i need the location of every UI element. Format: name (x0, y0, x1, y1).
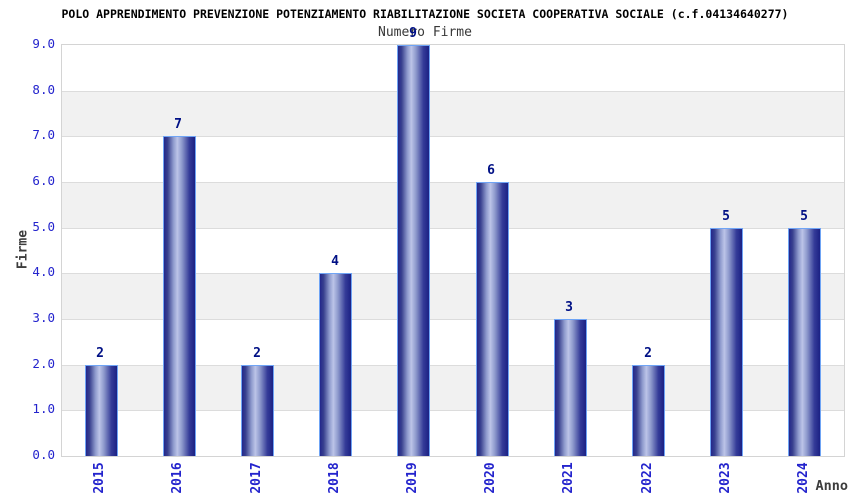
y-tick-label: 8.0 (32, 82, 55, 97)
x-tick-label: 2015 (92, 462, 107, 494)
bar-value-label: 3 (565, 300, 573, 315)
plot-area (61, 44, 845, 457)
x-tick-label: 2016 (170, 462, 185, 494)
x-tick-label: 2017 (249, 462, 264, 494)
bar-value-label: 2 (96, 346, 104, 361)
gridline (62, 228, 844, 229)
y-tick-label: 7.0 (32, 127, 55, 142)
y-tick-label: 0.0 (32, 447, 55, 462)
bar-value-label: 5 (722, 209, 730, 224)
bar-value-label: 2 (253, 346, 261, 361)
x-tick-label: 2023 (718, 462, 733, 494)
bar-2019[interactable] (397, 45, 430, 456)
x-tick-label: 2019 (405, 462, 420, 494)
y-tick-label: 1.0 (32, 401, 55, 416)
bar-2022[interactable] (632, 365, 665, 456)
y-tick-label: 4.0 (32, 264, 55, 279)
bar-value-label: 2 (644, 346, 652, 361)
bar-2020[interactable] (476, 182, 509, 456)
bar-2015[interactable] (85, 365, 118, 456)
plot-band (62, 45, 844, 91)
x-tick-label: 2018 (327, 462, 342, 494)
bar-2023[interactable] (710, 228, 743, 456)
y-axis-title: Firme (15, 229, 31, 270)
bar-value-label: 5 (800, 209, 808, 224)
y-tick-label: 2.0 (32, 356, 55, 371)
y-tick-label: 3.0 (32, 310, 55, 325)
bar-value-label: 6 (487, 163, 495, 178)
gridline (62, 136, 844, 137)
chart-title: POLO APPRENDIMENTO PREVENZIONE POTENZIAM… (61, 7, 789, 21)
bar-2016[interactable] (163, 136, 196, 456)
bar-2017[interactable] (241, 365, 274, 456)
gridline (62, 273, 844, 274)
x-tick-label: 2020 (483, 462, 498, 494)
y-tick-label: 5.0 (32, 219, 55, 234)
bar-2018[interactable] (319, 273, 352, 456)
x-tick-label: 2022 (640, 462, 655, 494)
bar-2024[interactable] (788, 228, 821, 456)
x-axis-title: Anno (815, 478, 848, 494)
bar-value-label: 7 (174, 117, 182, 132)
bar-2021[interactable] (554, 319, 587, 456)
y-tick-label: 9.0 (32, 36, 55, 51)
x-tick-label: 2021 (561, 462, 576, 494)
gridline (62, 91, 844, 92)
gridline (62, 410, 844, 411)
gridline (62, 319, 844, 320)
plot-band (62, 90, 844, 137)
gridline (62, 365, 844, 366)
y-tick-label: 6.0 (32, 173, 55, 188)
bar-value-label: 9 (409, 26, 417, 41)
bar-value-label: 4 (331, 254, 339, 269)
gridline (62, 182, 844, 183)
chart-subtitle: Numero Firme (378, 25, 472, 40)
